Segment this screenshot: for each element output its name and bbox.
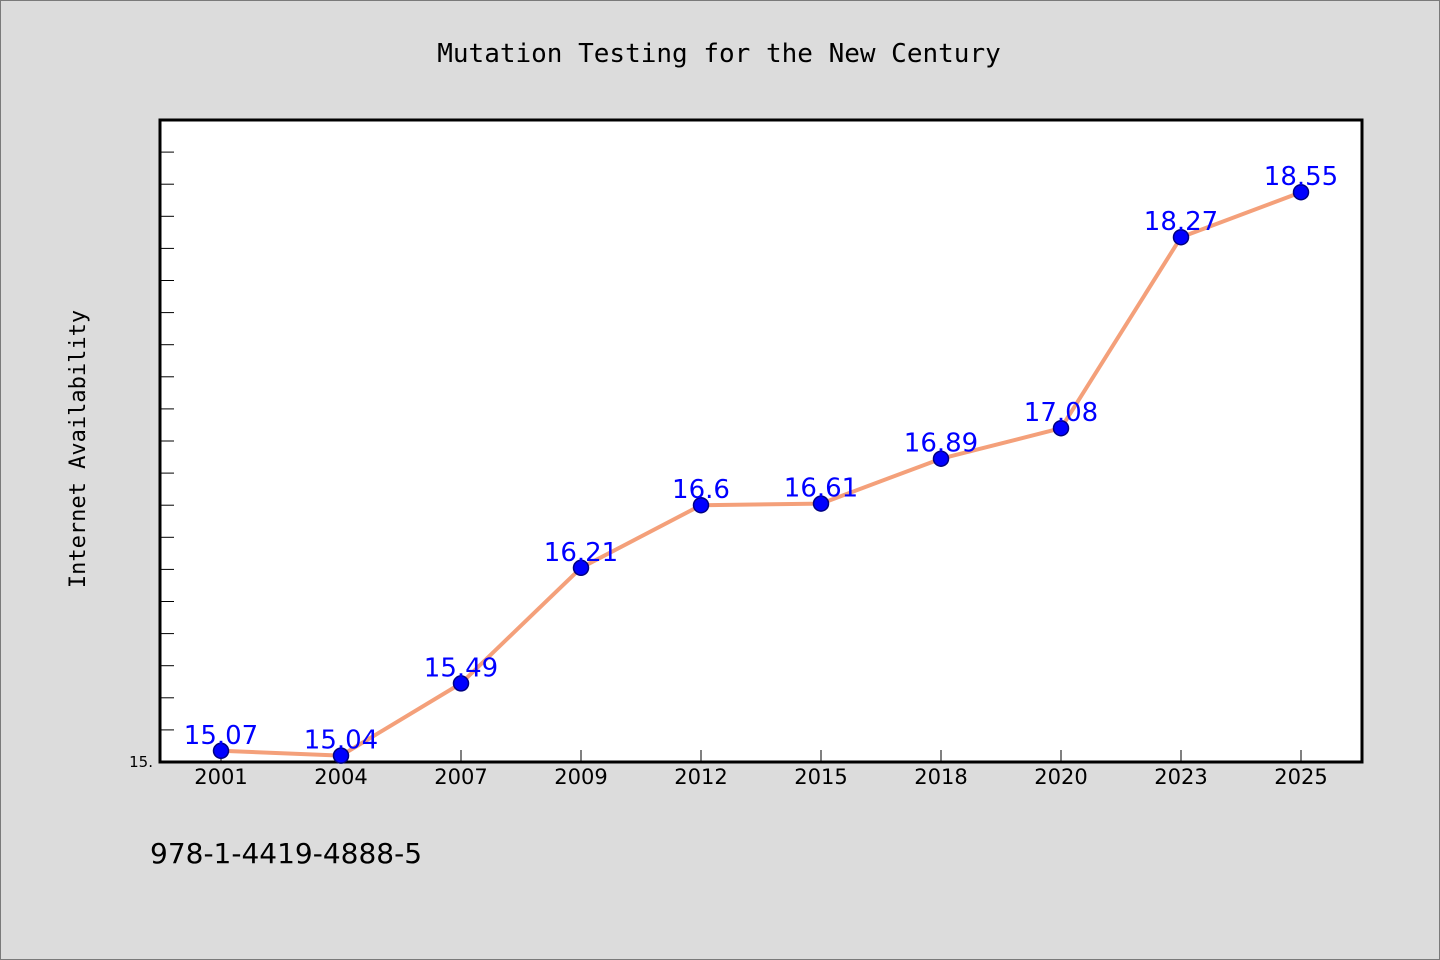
y-tick-label: 15. [129,753,153,771]
data-label: 17.08 [1024,398,1098,428]
data-point [452,675,470,692]
data-point [812,495,830,512]
data-label: 16.61 [784,474,858,504]
chart-title: Mutation Testing for the New Century [437,39,1001,69]
data-label-group: 15.07 15.04 15.49 16.21 16.6 16.61 16.89 17.08 1… [184,162,1338,755]
y-axis-ticks [160,151,174,763]
data-point [332,747,350,764]
x-tick-label: 2015 [794,765,847,789]
data-label: 15.49 [424,653,498,683]
data-label: 16.6 [672,475,730,505]
data-label: 18.55 [1264,162,1338,192]
data-label: 16.21 [544,538,618,568]
y-axis-label: Internet Availability [66,310,91,588]
series-line [219,190,1303,758]
footer-isbn: 978-1-4419-4888-5 [150,837,422,870]
y-axis-tick-labels: 15. [129,753,153,771]
x-tick-label: 2018 [914,765,967,789]
data-label: 18.27 [1144,207,1218,237]
x-tick-label: 2020 [1034,765,1087,789]
x-tick-label: 2001 [194,765,247,789]
x-tick-label: 2009 [554,765,607,789]
data-point [1292,183,1310,201]
data-point [1172,228,1190,246]
x-tick-label: 2023 [1154,765,1207,789]
data-label: 15.07 [184,721,258,751]
data-point [212,742,230,760]
x-tick-label: 2007 [434,765,487,789]
plot-frame [158,118,1364,764]
data-point [1052,419,1070,437]
data-point [932,450,950,467]
data-label: 16.89 [904,429,978,459]
series-group [212,183,1310,764]
data-point [692,496,710,514]
x-tick-label: 2012 [674,765,727,789]
data-point [572,559,590,577]
plot-area [160,120,1362,762]
x-axis-tick-labels: 2001 2004 2007 2009 2012 2015 2018 2020 2023 2025 [194,765,1327,789]
data-label: 15.04 [304,726,378,756]
x-tick-label: 2025 [1274,765,1327,789]
x-tick-label: 2004 [314,765,367,789]
